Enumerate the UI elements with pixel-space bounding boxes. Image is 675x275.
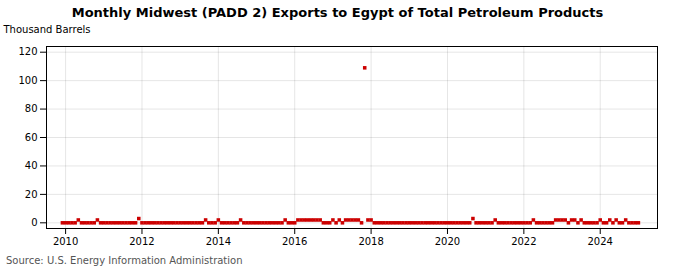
html-text:Monthly Midwest (PADD 2) Expor: Monthly Midwest (PADD 2) Exports to Egyp… <box>71 5 604 20</box>
svg-text:2014: 2014 <box>206 236 231 247</box>
html-text:Source: U.S. Energy Informatio: Source: U.S. Energy Information Administ… <box>6 255 243 266</box>
svg-text:40: 40 <box>25 160 38 171</box>
svg-text:60: 60 <box>25 132 38 143</box>
svg-text:2012: 2012 <box>129 236 154 247</box>
svg-text:0: 0 <box>31 217 37 228</box>
svg-text:2022: 2022 <box>511 236 536 247</box>
svg-text:2016: 2016 <box>282 236 307 247</box>
svg-text:80: 80 <box>25 103 38 114</box>
svg-text:2024: 2024 <box>587 236 612 247</box>
svg-text:Thousand Barrels: Thousand Barrels <box>3 24 91 35</box>
svg-text:2018: 2018 <box>358 236 383 247</box>
svg-text:2010: 2010 <box>53 236 78 247</box>
svg-text:20: 20 <box>25 189 38 200</box>
svg-text:100: 100 <box>18 75 37 86</box>
svg-text:2020: 2020 <box>435 236 460 247</box>
svg-text:120: 120 <box>18 46 37 57</box>
